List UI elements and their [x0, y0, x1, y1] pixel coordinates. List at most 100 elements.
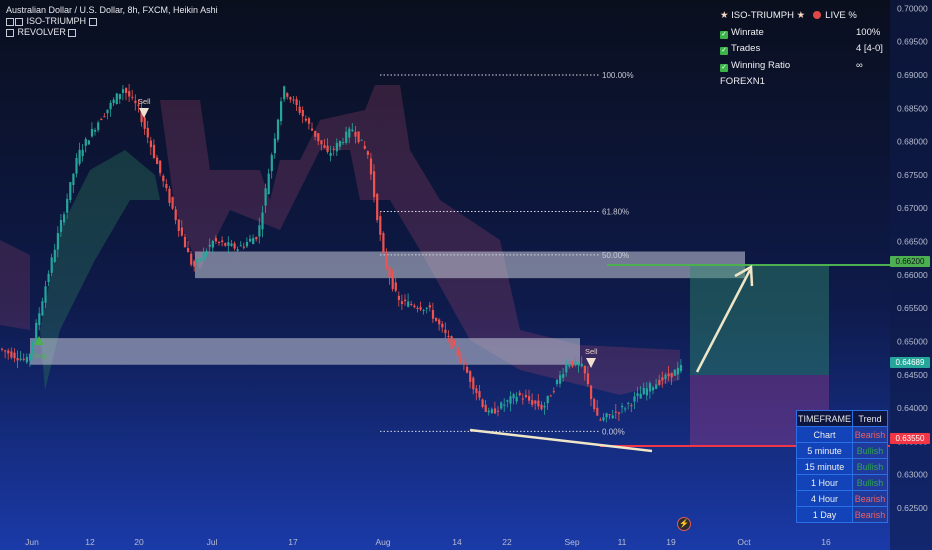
target-price-label: 0.66200	[890, 256, 930, 267]
candle	[115, 93, 118, 105]
y-tick-label: 0.66500	[897, 237, 928, 247]
stats-panel: ★ ISO-TRIUMPH ★ LIVE % ✓ Winrate 100% ✓ Trad…	[720, 8, 883, 91]
indicator-name-revolver[interactable]: REVOLVER	[17, 27, 66, 37]
indicator-visibility-icon[interactable]	[6, 28, 14, 37]
candle	[528, 396, 531, 401]
candle	[552, 391, 555, 393]
candle	[540, 404, 543, 410]
indicator-settings-icon[interactable]	[15, 17, 23, 26]
candle	[568, 364, 571, 367]
candle	[10, 351, 13, 358]
y-tick-label: 0.65500	[897, 303, 928, 313]
candle	[410, 303, 413, 305]
y-tick-label: 0.65000	[897, 336, 928, 346]
candle	[103, 116, 106, 118]
candle	[453, 341, 456, 346]
candle	[621, 405, 624, 408]
candle	[562, 374, 565, 378]
candle	[599, 419, 602, 421]
candle	[13, 352, 16, 359]
candle	[162, 175, 165, 182]
candle	[388, 266, 391, 278]
indicator-name-iso[interactable]: ISO-TRIUMPH	[26, 16, 87, 26]
table-row: 1 Day Bearish	[796, 506, 888, 523]
check-icon: ✓	[720, 47, 728, 56]
candle	[394, 282, 397, 291]
candle	[512, 394, 515, 399]
candle	[373, 171, 376, 198]
candle	[580, 363, 583, 367]
candle	[125, 88, 128, 94]
candle	[97, 122, 100, 130]
candle	[304, 118, 307, 121]
candle	[193, 261, 196, 267]
trend-cell: Bullish	[852, 474, 888, 491]
candle	[28, 354, 32, 361]
chart-header: Australian Dollar / U.S. Dollar, 8h, FXC…	[6, 5, 218, 38]
candle	[555, 379, 559, 385]
candle	[183, 236, 187, 248]
candle	[4, 350, 7, 352]
candle	[137, 104, 140, 106]
candle	[270, 154, 273, 172]
indicator-visibility-icon[interactable]	[6, 17, 14, 26]
x-tick-label: 14	[452, 537, 462, 547]
candle	[397, 295, 400, 301]
candle	[214, 237, 218, 242]
candle	[286, 93, 289, 97]
candle	[295, 99, 298, 106]
indicator-more-icon[interactable]	[88, 17, 97, 26]
trend-cell: Bullish	[852, 442, 888, 459]
candle	[416, 307, 419, 309]
stat-label: Winning Ratio	[731, 59, 791, 71]
candle	[16, 358, 19, 361]
y-tick-label: 0.69500	[897, 37, 928, 47]
candle	[571, 361, 574, 367]
candle	[245, 242, 249, 247]
candle	[149, 140, 152, 148]
candle	[515, 396, 518, 402]
candle	[559, 375, 562, 384]
candle	[382, 233, 385, 253]
candle	[400, 301, 404, 304]
candle	[484, 404, 487, 412]
candle	[664, 374, 667, 380]
symbol-title[interactable]: Australian Dollar / U.S. Dollar, 8h, FXC…	[6, 5, 218, 15]
candle	[317, 133, 320, 142]
candle	[25, 357, 28, 363]
sell-signal-icon	[139, 108, 149, 118]
support-trendline	[469, 428, 653, 453]
stat-label: Winrate	[731, 26, 764, 38]
timeframe-cell: Chart	[796, 426, 853, 443]
trend-cell: Bearish	[852, 490, 888, 507]
candle	[487, 410, 490, 413]
candle	[50, 257, 53, 273]
candle	[323, 145, 326, 148]
candle	[118, 93, 121, 100]
candle	[314, 131, 317, 137]
x-tick-label: 17	[288, 537, 298, 547]
candle	[438, 319, 441, 325]
y-tick-label: 0.66000	[897, 270, 928, 280]
y-tick-label: 0.64500	[897, 370, 928, 380]
indicator-more-icon[interactable]	[68, 28, 77, 37]
candle	[221, 240, 224, 243]
candle	[168, 188, 171, 203]
candle	[261, 212, 264, 230]
candle	[524, 395, 528, 398]
cloud-bull	[40, 150, 160, 390]
candle	[121, 89, 125, 93]
fib-label: 61.80%	[602, 208, 629, 217]
candle	[59, 219, 63, 232]
candle	[100, 119, 103, 121]
candle	[289, 97, 292, 100]
candle	[7, 350, 10, 354]
candle	[363, 145, 366, 149]
candle	[500, 402, 503, 409]
candle	[428, 305, 431, 308]
lightning-icon[interactable]: ⚡	[677, 517, 691, 531]
candle	[369, 158, 373, 175]
table-header: TIMEFRAME	[796, 410, 853, 427]
candle	[90, 128, 94, 137]
